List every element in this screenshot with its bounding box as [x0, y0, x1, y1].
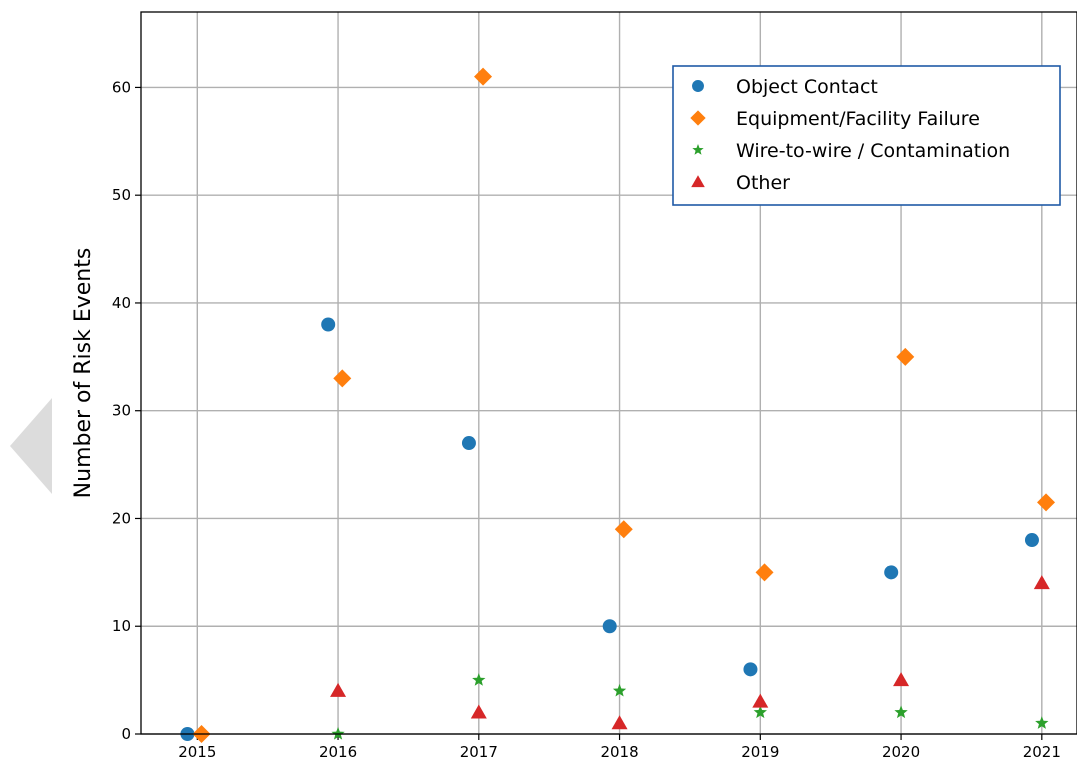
- legend-marker-object-contact: [692, 80, 704, 92]
- x-tick-label: 2021: [1023, 743, 1061, 761]
- point-object-contact: [321, 317, 336, 332]
- point-equipment-facility-failure: [755, 563, 774, 582]
- point-other: [611, 715, 628, 730]
- x-tick-label: 2019: [741, 743, 779, 761]
- point-other: [330, 682, 347, 697]
- legend-marker-wire-to-wire-contamination: [692, 144, 704, 155]
- y-tick-label: 50: [112, 186, 131, 204]
- legend-label-wire-to-wire-contamination: Wire-to-wire / Contamination: [736, 140, 1010, 162]
- legend-marker-other: [691, 175, 705, 188]
- point-equipment-facility-failure: [1037, 493, 1056, 512]
- point-wire-to-wire-contamination: [1035, 716, 1049, 729]
- x-axis-ticks: 2015 2016 2017 2018 2019 2020 2021: [178, 734, 1061, 761]
- point-object-contact: [1024, 533, 1039, 548]
- previous-arrow-icon[interactable]: [0, 0, 60, 761]
- legend-label-object-contact: Object Contact: [736, 76, 878, 98]
- grid-lines: [141, 12, 1077, 735]
- point-wire-to-wire-contamination: [894, 705, 908, 719]
- point-wire-to-wire-contamination: [472, 673, 486, 686]
- point-object-contact: [884, 565, 899, 580]
- y-tick-label: 40: [112, 294, 131, 312]
- legend: Object Contact Equipment/Facility Failure…: [672, 65, 1061, 206]
- point-wire-to-wire-contamination: [331, 727, 345, 740]
- legend-marker-equipment-facility-failure: [690, 110, 706, 126]
- legend-label-other: Other: [736, 172, 790, 194]
- y-axis-label: Number of Risk Events: [71, 248, 96, 499]
- point-wire-to-wire-contamination: [612, 683, 627, 697]
- x-tick-label: 2017: [460, 743, 498, 761]
- y-tick-label: 10: [112, 617, 131, 635]
- point-wire-to-wire-contamination: [753, 705, 767, 719]
- point-equipment-facility-failure: [614, 520, 633, 539]
- y-tick-label: 60: [112, 78, 131, 96]
- point-other: [752, 693, 769, 708]
- point-object-contact: [461, 436, 476, 451]
- x-tick-label: 2018: [600, 743, 638, 761]
- point-other: [893, 672, 910, 687]
- point-other: [470, 704, 487, 719]
- y-tick-label: 20: [112, 509, 131, 527]
- point-other: [1033, 575, 1050, 590]
- point-equipment-facility-failure: [896, 347, 915, 366]
- point-equipment-facility-failure: [474, 67, 493, 86]
- legend-box: [672, 65, 1061, 206]
- point-equipment-facility-failure: [333, 369, 352, 388]
- legend-label-equipment-facility-failure: Equipment/Facility Failure: [736, 108, 980, 130]
- point-object-contact: [743, 662, 758, 677]
- y-tick-label: 0: [121, 725, 131, 743]
- y-tick-label: 30: [112, 402, 131, 420]
- x-tick-label: 2015: [178, 743, 216, 761]
- x-tick-label: 2020: [882, 743, 920, 761]
- point-object-contact: [602, 619, 617, 634]
- y-axis-ticks: 0 10 20 30 40 50 60: [112, 78, 141, 743]
- plot-frame: [140, 11, 1077, 735]
- x-tick-label: 2016: [319, 743, 357, 761]
